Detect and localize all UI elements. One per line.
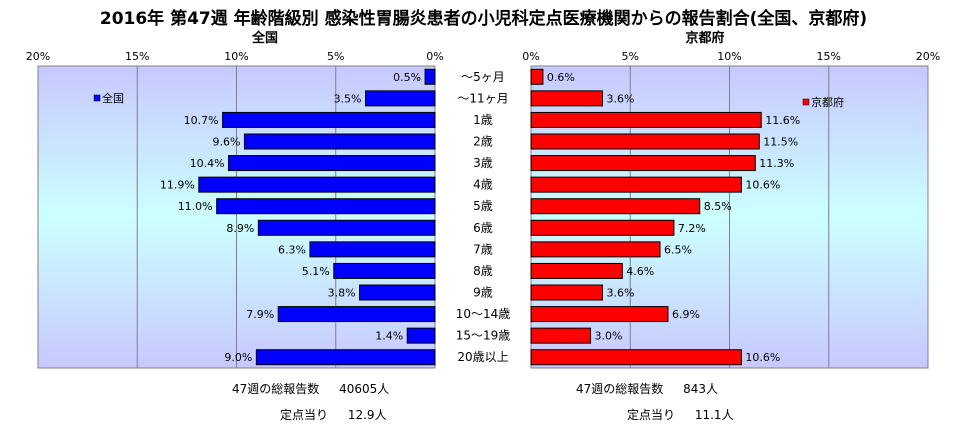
category-label: 6歳: [473, 221, 493, 235]
kyoto-bar: [530, 327, 592, 344]
kyoto-bar: [530, 198, 701, 215]
category-label: ～11ヶ月: [457, 91, 508, 105]
category-label: 1歳: [473, 113, 493, 127]
national-data-label: 0.5%: [393, 71, 421, 84]
kyoto-per-value: 11.1人: [694, 408, 734, 422]
kyoto-per-label: 定点当り: [627, 408, 676, 422]
kyoto-x-tick-label: 10%: [717, 50, 741, 63]
kyoto-bar: [530, 68, 544, 85]
national-data-label: 10.7%: [184, 114, 219, 127]
national-bar: [333, 262, 436, 279]
kyoto-bar: [530, 176, 742, 193]
kyoto-x-tick-label: 20%: [916, 50, 940, 63]
kyoto-data-label: 10.6%: [745, 179, 780, 192]
national-bar: [309, 241, 436, 258]
category-label: 20歳以上: [457, 350, 508, 364]
kyoto-data-label: 11.3%: [759, 157, 794, 170]
kyoto-data-label: 8.5%: [704, 200, 732, 213]
kyoto-data-label: 11.5%: [763, 136, 798, 149]
national-data-label: 11.0%: [178, 200, 213, 213]
national-bar: [406, 327, 436, 344]
kyoto-bar: [530, 241, 661, 258]
kyoto-bar: [530, 133, 760, 150]
kyoto-data-label: 6.9%: [672, 308, 700, 321]
national-data-label: 8.9%: [226, 222, 254, 235]
national-legend-label: 全国: [102, 91, 124, 105]
kyoto-bar: [530, 111, 762, 128]
national-data-label: 1.4%: [375, 330, 403, 343]
national-bar: [198, 176, 436, 193]
category-label: 2歳: [473, 135, 493, 149]
kyoto-bar: [530, 90, 603, 107]
kyoto-data-label: 0.6%: [547, 71, 575, 84]
national-bar: [257, 219, 436, 236]
category-label: 5歳: [473, 199, 493, 213]
national-bar: [222, 111, 436, 128]
national-data-label: 5.1%: [302, 265, 330, 278]
category-label: 7歳: [473, 242, 493, 256]
national-total-label: 47週の総報告数: [232, 382, 320, 396]
category-label: 9歳: [473, 286, 493, 300]
national-data-label: 11.9%: [160, 179, 195, 192]
national-data-label: 6.3%: [278, 243, 306, 256]
kyoto-bar: [530, 262, 623, 279]
kyoto-bar: [530, 284, 603, 301]
kyoto-legend-label: 京都府: [811, 95, 844, 109]
national-bar: [228, 155, 436, 172]
kyoto-data-label: 3.6%: [606, 92, 634, 105]
national-data-label: 9.6%: [212, 136, 240, 149]
kyoto-bar: [530, 349, 742, 366]
national-bar: [243, 133, 436, 150]
category-label: 10～14歳: [456, 307, 511, 321]
kyoto-data-label: 10.6%: [745, 351, 780, 364]
category-label: 15～19歳: [456, 329, 511, 343]
national-x-tick-label: 15%: [125, 50, 149, 63]
category-label: 3歳: [473, 156, 493, 170]
national-bar: [216, 198, 436, 215]
national-panel-title: 全国: [251, 30, 278, 46]
kyoto-x-tick-label: 0%: [522, 50, 539, 63]
category-label: 8歳: [473, 264, 493, 278]
national-data-label: 3.5%: [334, 92, 362, 105]
national-per-label: 定点当り: [280, 408, 329, 422]
kyoto-bar: [530, 306, 669, 323]
kyoto-bar: [530, 219, 675, 236]
national-bar: [359, 284, 436, 301]
chart-title: 2016年 第47週 年齢階級別 感染性胃腸炎患者の小児科定点医療機関からの報告…: [99, 9, 868, 29]
national-bar: [365, 90, 436, 107]
national-x-tick-label: 5%: [327, 50, 344, 63]
category-label: 4歳: [473, 178, 493, 192]
national-x-tick-label: 20%: [26, 50, 50, 63]
national-data-label: 10.4%: [190, 157, 225, 170]
kyoto-total-label: 47週の総報告数: [576, 382, 664, 396]
kyoto-legend-swatch: [802, 98, 810, 106]
kyoto-data-label: 7.2%: [678, 222, 706, 235]
kyoto-data-label: 4.6%: [626, 265, 654, 278]
kyoto-data-label: 3.6%: [606, 287, 634, 300]
national-per-value: 12.9人: [347, 408, 387, 422]
kyoto-panel-title: 京都府: [685, 30, 724, 46]
kyoto-data-label: 3.0%: [595, 330, 623, 343]
national-x-tick-label: 0%: [426, 50, 443, 63]
national-bar: [255, 349, 436, 366]
national-legend-swatch: [93, 94, 101, 102]
national-data-label: 9.0%: [224, 351, 252, 364]
kyoto-total-value: 843人: [683, 382, 719, 396]
category-label: ～5ヶ月: [461, 70, 505, 84]
national-bar: [424, 68, 436, 85]
kyoto-data-label: 6.5%: [664, 243, 692, 256]
national-data-label: 3.8%: [328, 287, 356, 300]
national-x-tick-label: 10%: [224, 50, 248, 63]
national-data-label: 7.9%: [246, 308, 274, 321]
national-total-value: 40605人: [339, 382, 390, 396]
kyoto-bar: [530, 155, 756, 172]
national-bar: [277, 306, 436, 323]
kyoto-data-label: 11.6%: [765, 114, 800, 127]
kyoto-x-tick-label: 15%: [817, 50, 841, 63]
kyoto-x-tick-label: 5%: [622, 50, 639, 63]
